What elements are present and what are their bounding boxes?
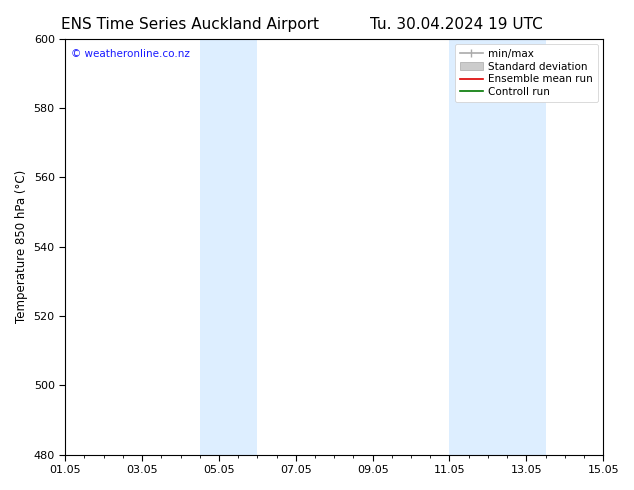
Bar <box>200 39 257 455</box>
Legend: min/max, Standard deviation, Ensemble mean run, Controll run: min/max, Standard deviation, Ensemble me… <box>455 44 598 102</box>
Y-axis label: Temperature 850 hPa (°C): Temperature 850 hPa (°C) <box>15 170 28 323</box>
Text: © weatheronline.co.nz: © weatheronline.co.nz <box>70 49 190 59</box>
Text: Tu. 30.04.2024 19 UTC: Tu. 30.04.2024 19 UTC <box>370 17 543 32</box>
Bar <box>450 39 545 455</box>
Text: ENS Time Series Auckland Airport: ENS Time Series Auckland Airport <box>61 17 319 32</box>
